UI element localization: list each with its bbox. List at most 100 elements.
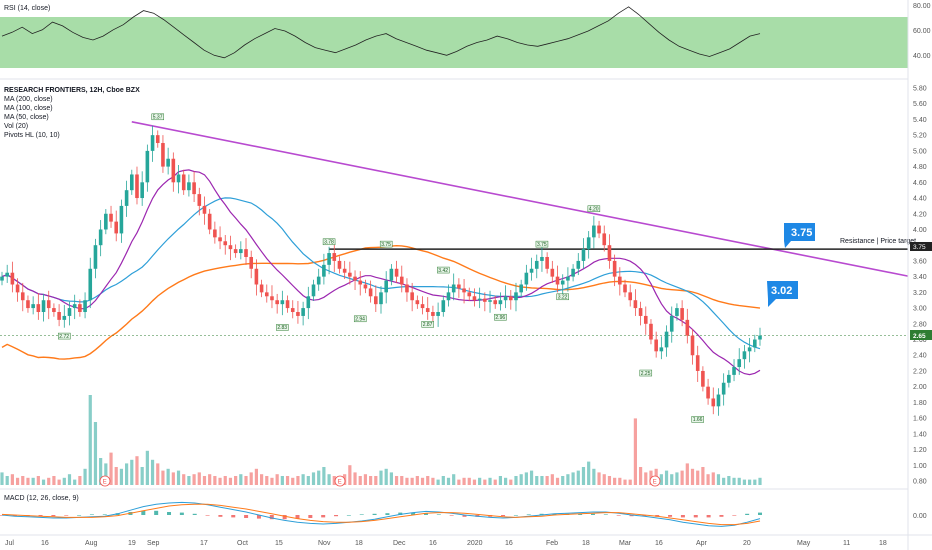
pivot-box [322, 238, 336, 246]
candle [67, 308, 72, 316]
macd-bar [179, 512, 184, 515]
volume-bar [415, 476, 419, 485]
volume-bar [353, 472, 357, 485]
resistance-label: Resistance | Price target [840, 238, 916, 245]
volume-bar [265, 476, 269, 485]
pivot-box [639, 369, 653, 377]
candle [0, 276, 4, 281]
macd-pane: MACD (12, 26, close, 9) 0.00 [0, 495, 927, 527]
callout-target[interactable]: 3.02 [767, 281, 798, 307]
volume-bar [31, 477, 35, 485]
volume-bar [67, 474, 72, 485]
candle [72, 304, 77, 309]
candle [259, 284, 264, 293]
volume-bar [716, 474, 721, 485]
macd-bar [590, 513, 595, 515]
macd-bar [578, 513, 583, 515]
candle [571, 268, 575, 277]
legend-pivots: Pivots HL (10, 10) [4, 132, 60, 139]
candle [52, 308, 56, 313]
candle [441, 300, 446, 313]
candle [301, 308, 305, 316]
rsi-band [0, 17, 908, 68]
candle [83, 300, 87, 313]
volume-bar [223, 476, 227, 485]
candle [529, 268, 534, 273]
macd-bar [89, 514, 94, 515]
candle [306, 296, 311, 309]
candle [581, 249, 586, 261]
candle [285, 300, 290, 309]
volume-bar [623, 479, 627, 485]
volume-bar [104, 463, 108, 485]
volume-bar [322, 467, 326, 485]
macd-bar [436, 514, 441, 515]
date-tick: 16 [505, 540, 513, 547]
volume-bar [317, 470, 321, 485]
candle [457, 284, 461, 289]
price-axis[interactable]: 5.80 5.60 5.40 5.20 5.00 4.80 4.60 4.40 4.20 4.00… [913, 86, 927, 486]
date-tick: 18 [582, 540, 590, 547]
legend-vol: Vol (20) [4, 123, 28, 130]
candle [88, 268, 93, 301]
legend-ma200: MA (200, close) [4, 96, 53, 103]
candle [524, 272, 529, 285]
volume-bar [431, 477, 435, 485]
volume-bar [628, 479, 632, 485]
candle [166, 158, 170, 167]
candle [649, 323, 653, 340]
date-tick: Apr [696, 540, 708, 547]
macd-bar [282, 515, 287, 520]
volume-bar [467, 477, 471, 485]
pivot-label: 2.72 [59, 334, 69, 340]
candle [197, 194, 202, 206]
candle [181, 174, 186, 191]
candle [654, 339, 658, 352]
trendline[interactable] [131, 121, 909, 277]
volume-bar [488, 477, 492, 485]
earnings-marker [99, 475, 111, 487]
price-pane: RESEARCH FRONTIERS, 12H, Cboe BZX MA (20… [0, 86, 932, 487]
candle [462, 288, 466, 293]
callout-resistance[interactable]: 3.75 [784, 223, 815, 248]
time-axis[interactable]: Jul 16 Aug 19 Sep 17 Oct 15 Nov 18 Dec 16 2020 16 Feb 1… [5, 540, 887, 547]
candle [98, 229, 103, 246]
price-tick: 4.60 [913, 180, 927, 187]
date-tick: 17 [200, 540, 208, 547]
pivot-box [353, 315, 367, 323]
volume-bar [228, 477, 233, 485]
volume-bar [21, 476, 25, 485]
volume-bar [73, 479, 77, 485]
pivot-label: 5.37 [153, 115, 163, 121]
candle [140, 182, 144, 199]
macd-bar [51, 515, 56, 517]
volume-bar [369, 476, 373, 485]
candle [545, 256, 549, 269]
candle [363, 284, 368, 289]
volume-bar [561, 476, 565, 485]
volume-bar [696, 470, 700, 485]
macd-bar [321, 515, 326, 518]
volume-bar [555, 477, 560, 485]
volume-bar [150, 459, 155, 485]
candle [104, 213, 108, 230]
volume-bar [758, 477, 762, 485]
price-tick: 5.40 [913, 117, 927, 124]
candle [483, 298, 487, 302]
candle [623, 284, 627, 293]
candle [379, 292, 383, 305]
candle [239, 249, 243, 254]
volume-bar [171, 472, 175, 485]
macd-bar [745, 513, 750, 515]
volume-bar [259, 474, 264, 485]
volume-bar [197, 472, 201, 485]
volume-bar [0, 472, 4, 485]
volume-bar [208, 474, 212, 485]
candle [643, 315, 648, 324]
candle [685, 319, 690, 336]
candle [384, 280, 388, 293]
macd-bar [642, 515, 647, 517]
candle [664, 331, 669, 348]
volume-bar [311, 472, 316, 485]
